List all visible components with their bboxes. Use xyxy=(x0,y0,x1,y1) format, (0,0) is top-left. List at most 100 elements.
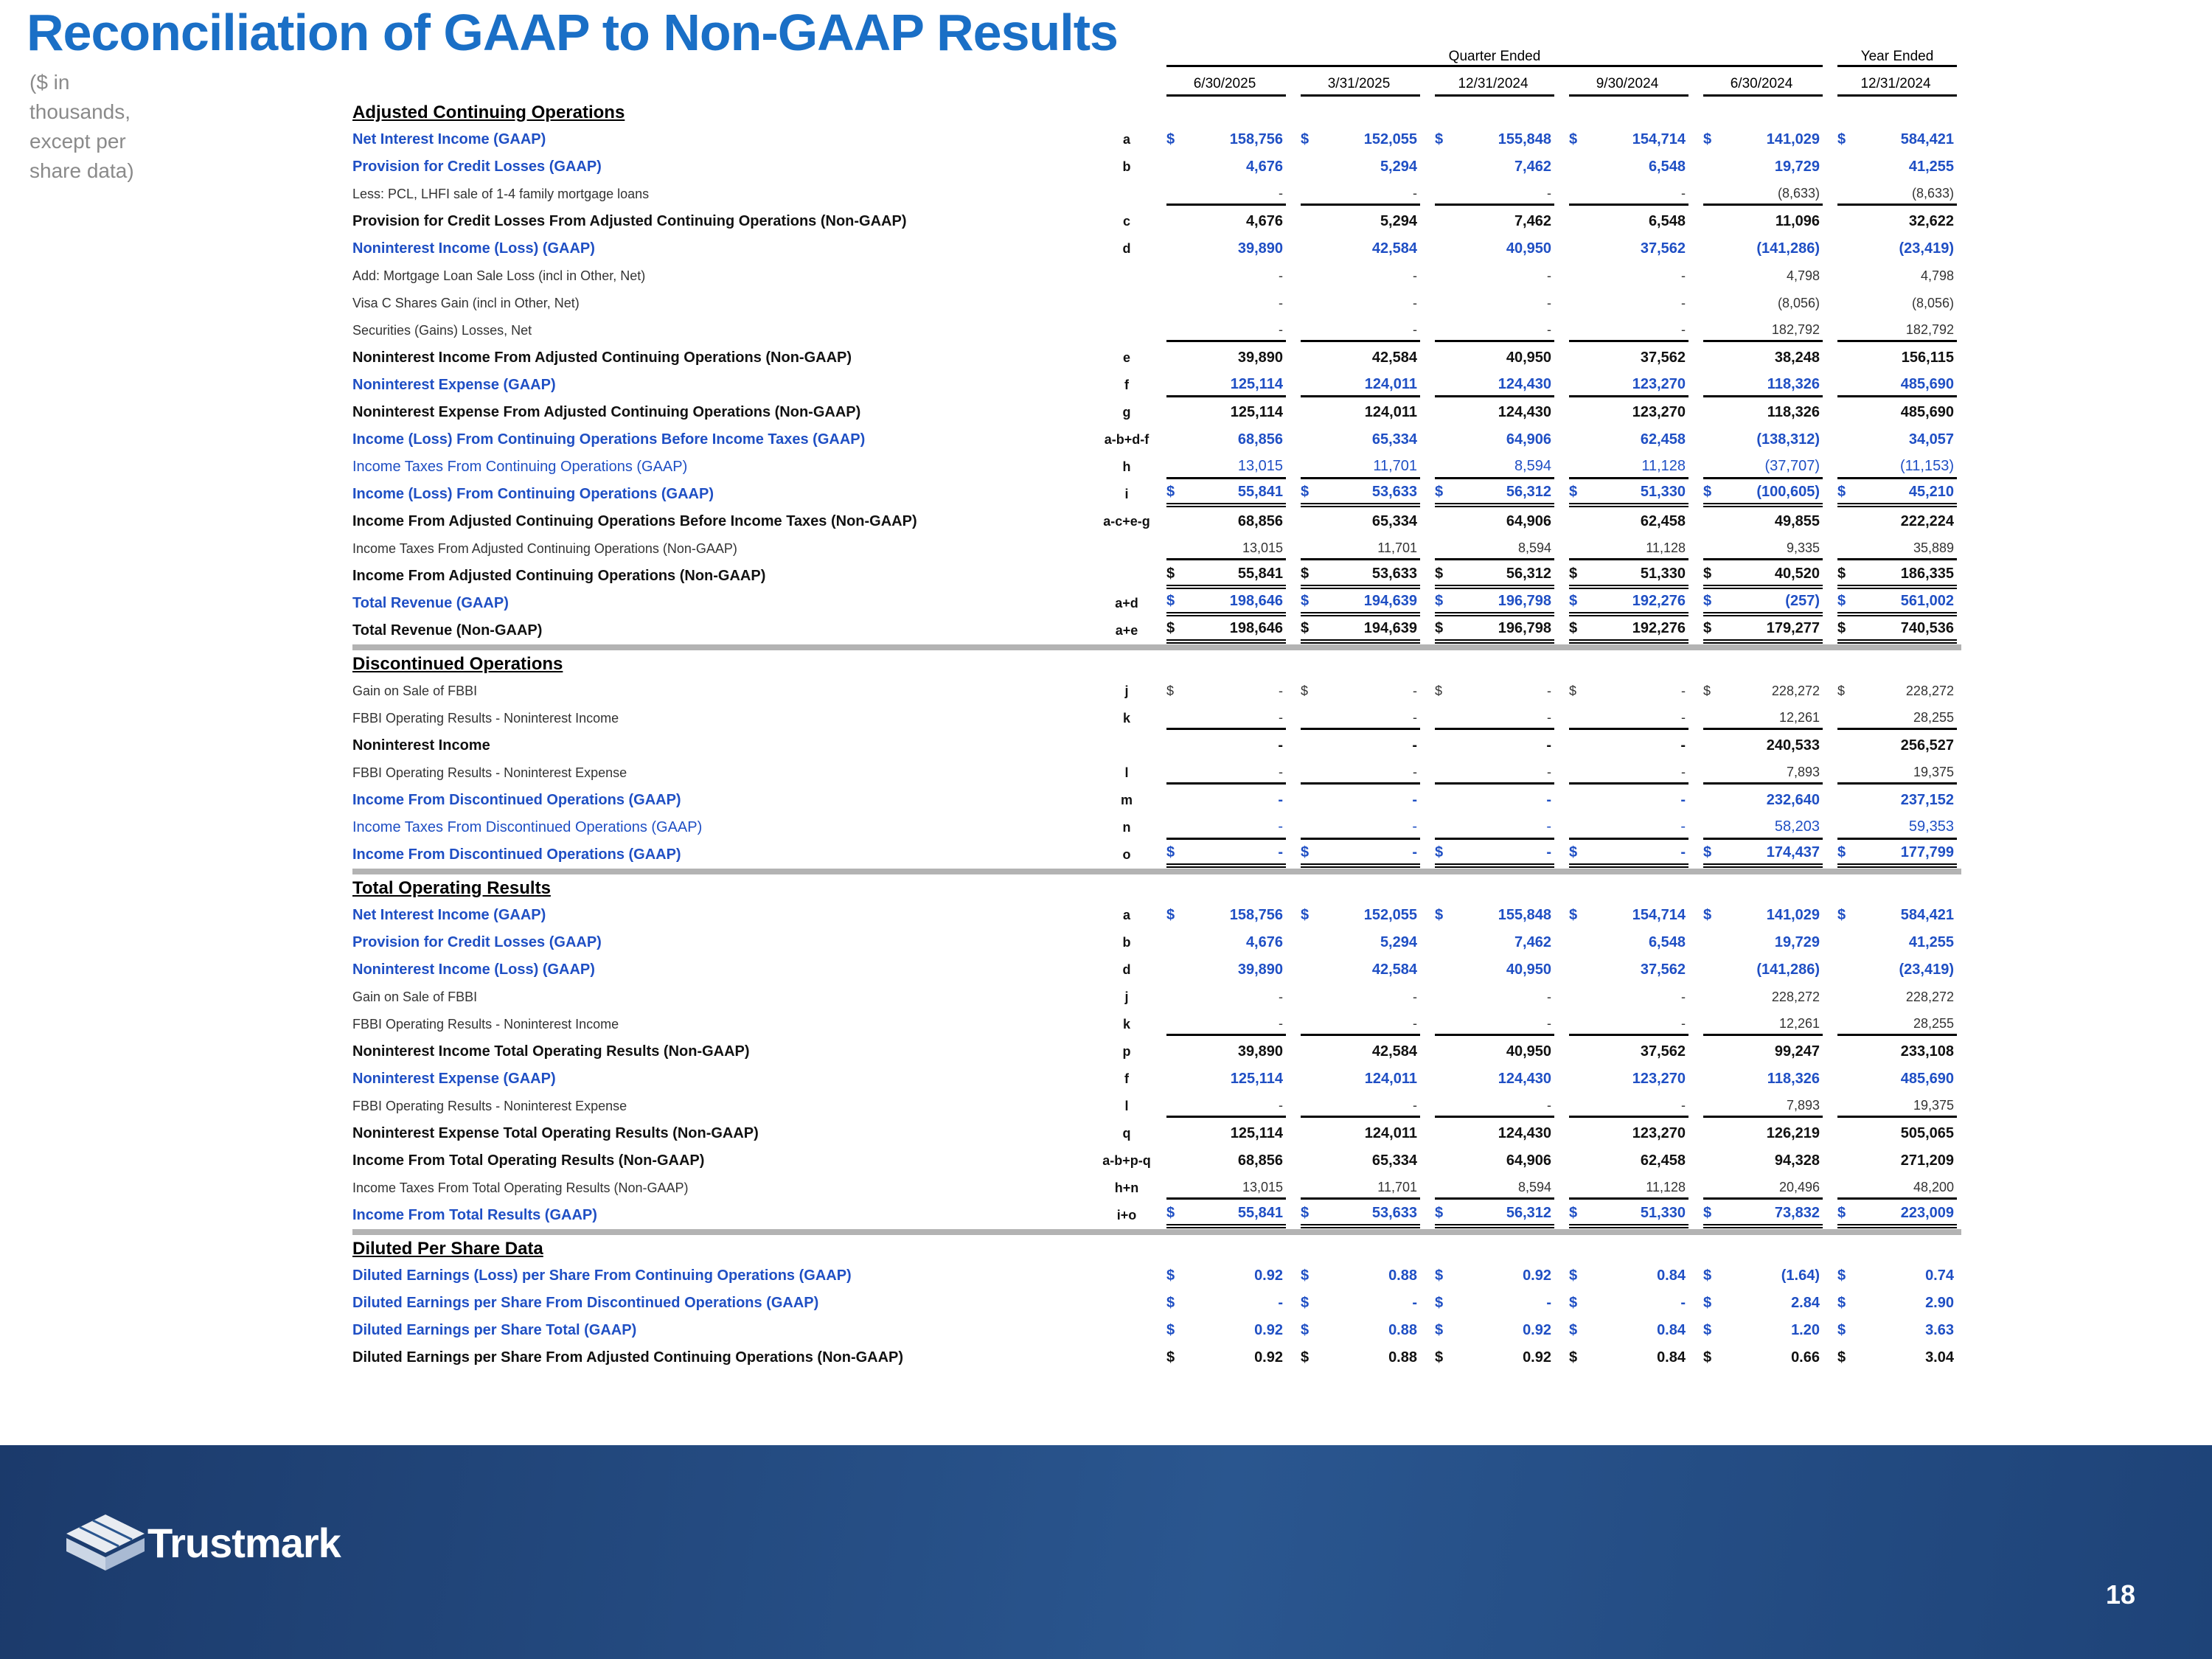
value-box: 124,011 xyxy=(1301,1123,1420,1144)
value: 4,676 xyxy=(1245,934,1283,950)
value: - xyxy=(1413,296,1417,310)
value: 40,950 xyxy=(1506,961,1551,978)
value-cell: 42,584 xyxy=(1290,956,1425,984)
table-row: Gain on Sale of FBBI j $ - $ - $ - $ - $228,272 $22… xyxy=(352,678,1961,705)
row-code: n xyxy=(1122,820,1131,835)
value: 223,009 xyxy=(1900,1205,1954,1221)
row-label: Provision for Credit Losses (GAAP) xyxy=(352,934,602,950)
value: (100,605) xyxy=(1756,484,1820,500)
value-box: 11,128 xyxy=(1569,1178,1688,1200)
table-row: Net Interest Income (GAAP) a $158,756 $152,… xyxy=(352,126,1961,153)
value-box: - xyxy=(1301,320,1420,342)
row-label: Total Revenue (GAAP) xyxy=(352,595,509,611)
value: - xyxy=(1412,818,1417,835)
value: 125,114 xyxy=(1230,404,1283,420)
value-cell: - xyxy=(1425,787,1559,814)
value-box: 11,701 xyxy=(1301,538,1420,560)
value: 237,152 xyxy=(1900,792,1954,808)
value-box: $155,848 xyxy=(1435,129,1554,150)
value-cell: - xyxy=(1559,1011,1693,1038)
value-box: 228,272 xyxy=(1703,987,1823,1007)
value-box: $ (100,605) xyxy=(1703,481,1823,507)
value-cell: $192,276 xyxy=(1559,617,1693,647)
section-title-cell: Discontinued Operations xyxy=(352,644,1961,678)
currency-sign: $ xyxy=(1837,593,1846,609)
currency-sign: $ xyxy=(1569,1349,1578,1366)
value-box: 11,128 xyxy=(1569,456,1688,479)
currency-sign: $ xyxy=(1435,484,1444,500)
currency-sign: $ xyxy=(1837,566,1846,582)
row-label: Gain on Sale of FBBI xyxy=(352,990,478,1004)
value: 56,312 xyxy=(1506,484,1551,500)
value-cell: 42,584 xyxy=(1290,344,1425,372)
table-row: Noninterest Expense (GAAP) f 125,114 124,01… xyxy=(352,1065,1961,1093)
value-cell: $56,312 xyxy=(1425,563,1559,590)
value-box: 68,856 xyxy=(1166,429,1286,451)
value-box: $174,437 xyxy=(1703,842,1823,868)
value: 37,562 xyxy=(1640,349,1686,366)
value: 19,729 xyxy=(1774,934,1820,950)
table-row: Income From Total Operating Results (Non… xyxy=(352,1147,1961,1175)
table-row: Income Taxes From Discontinued Operation… xyxy=(352,814,1961,841)
row-code xyxy=(1097,1262,1156,1290)
value-box: 11,128 xyxy=(1569,538,1688,560)
value-cell: 37,562 xyxy=(1559,1038,1693,1065)
value-cell: $177,799 xyxy=(1827,841,1961,872)
value: 45,210 xyxy=(1908,484,1954,500)
column-header: 6/30/2024 xyxy=(1693,72,1827,99)
value: (141,286) xyxy=(1756,240,1820,257)
value-box: - xyxy=(1569,987,1688,1007)
value: - xyxy=(1278,1295,1283,1311)
value-box: $56,312 xyxy=(1435,481,1554,507)
value-box: (141,286) xyxy=(1703,238,1823,260)
value-box: 233,108 xyxy=(1837,1041,1957,1062)
value-box: 8,594 xyxy=(1435,1178,1554,1200)
value-box: 124,430 xyxy=(1435,1068,1554,1090)
value: 37,562 xyxy=(1640,961,1686,978)
column-date: 3/31/2025 xyxy=(1301,74,1420,97)
table-row: Total Revenue (GAAP) a+d $198,646 $194,639 $… xyxy=(352,590,1961,617)
table-row: Gain on Sale of FBBI j - - - - 228,272 228,272 xyxy=(352,984,1961,1011)
value-box: $ - xyxy=(1301,842,1420,868)
value-cell: - xyxy=(1425,984,1559,1011)
value: (23,419) xyxy=(1899,961,1955,978)
value-cell: 232,640 xyxy=(1693,787,1827,814)
currency-sign: $ xyxy=(1569,684,1577,698)
value: 124,011 xyxy=(1364,1071,1417,1087)
row-label: Noninterest Expense Total Operating Resu… xyxy=(352,1125,759,1141)
value-box: - xyxy=(1166,987,1286,1007)
value-cell: - xyxy=(1156,290,1290,317)
section-header-row: Total Operating Results xyxy=(352,869,1961,902)
value-box: 4,676 xyxy=(1166,932,1286,953)
currency-sign: $ xyxy=(1435,620,1444,636)
value-cell: (23,419) xyxy=(1827,235,1961,262)
value-box: 6,548 xyxy=(1569,211,1688,232)
value-box: $141,029 xyxy=(1703,905,1823,926)
value: 485,690 xyxy=(1900,375,1954,392)
value-box: 240,533 xyxy=(1703,735,1823,757)
value: - xyxy=(1413,709,1417,725)
value-cell: $ - xyxy=(1290,841,1425,872)
value: - xyxy=(1413,764,1417,779)
value: 152,055 xyxy=(1363,131,1417,147)
row-label: Gain on Sale of FBBI xyxy=(352,684,478,698)
column-date: 12/31/2024 xyxy=(1435,74,1554,97)
value: 154,714 xyxy=(1632,131,1686,147)
value-box: 124,011 xyxy=(1301,402,1420,423)
value-box: $0.92 xyxy=(1166,1265,1286,1287)
value-cell: $56,312 xyxy=(1425,1202,1559,1232)
table-row: Income Taxes From Adjusted Continuing Op… xyxy=(352,535,1961,563)
value-cell: 42,584 xyxy=(1290,235,1425,262)
value: - xyxy=(1412,844,1417,860)
value: - xyxy=(1547,185,1551,201)
currency-sign: $ xyxy=(1435,684,1443,698)
value-box: $196,798 xyxy=(1435,591,1554,616)
value-cell: $ - xyxy=(1156,678,1290,705)
currency-sign: $ xyxy=(1301,1205,1310,1221)
value-cell: $223,009 xyxy=(1827,1202,1961,1232)
value-cell: $0.92 xyxy=(1425,1262,1559,1290)
value-cell: - xyxy=(1425,181,1559,208)
column-header: 6/30/2025 xyxy=(1156,72,1290,99)
value-box: $0.84 xyxy=(1569,1347,1688,1368)
value: - xyxy=(1680,844,1686,860)
